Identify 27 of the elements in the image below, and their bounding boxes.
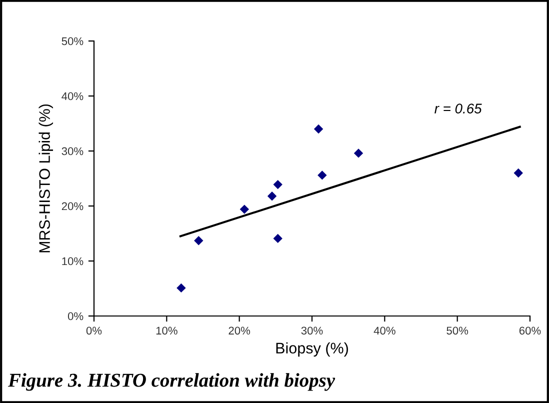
caption: Figure 3. HISTO correlation with biopsy [8, 373, 336, 391]
x-tick-label: 20% [228, 326, 250, 335]
point [273, 234, 282, 244]
x-tick-label: 30% [301, 326, 323, 335]
point [194, 236, 204, 246]
point [354, 148, 364, 158]
annotation: r = 0.65 [434, 104, 482, 114]
point [267, 191, 277, 201]
x-tick-label: 40% [374, 326, 396, 335]
point [273, 180, 282, 190]
x-tick-label: 60% [519, 326, 541, 335]
x-axis-title: Biopsy (%) [276, 342, 348, 357]
x-tick-label: 50% [446, 326, 468, 335]
y-tick-label: 10% [62, 257, 84, 266]
point [314, 124, 324, 134]
y-tick-label: 50% [62, 37, 84, 46]
point [240, 204, 250, 214]
y-tick-label: 30% [62, 147, 84, 156]
x-tick-label: 0% [86, 326, 102, 335]
y-tick-label: 20% [62, 202, 84, 210]
y-tick-label: 0% [68, 312, 84, 320]
point [514, 168, 523, 178]
y-tick-label: 40% [62, 92, 84, 100]
point [176, 283, 186, 293]
x-tick-label: 10% [156, 326, 178, 335]
point [318, 170, 327, 180]
y-axis-title: MRS-HISTO Lipid (%) [38, 104, 54, 252]
